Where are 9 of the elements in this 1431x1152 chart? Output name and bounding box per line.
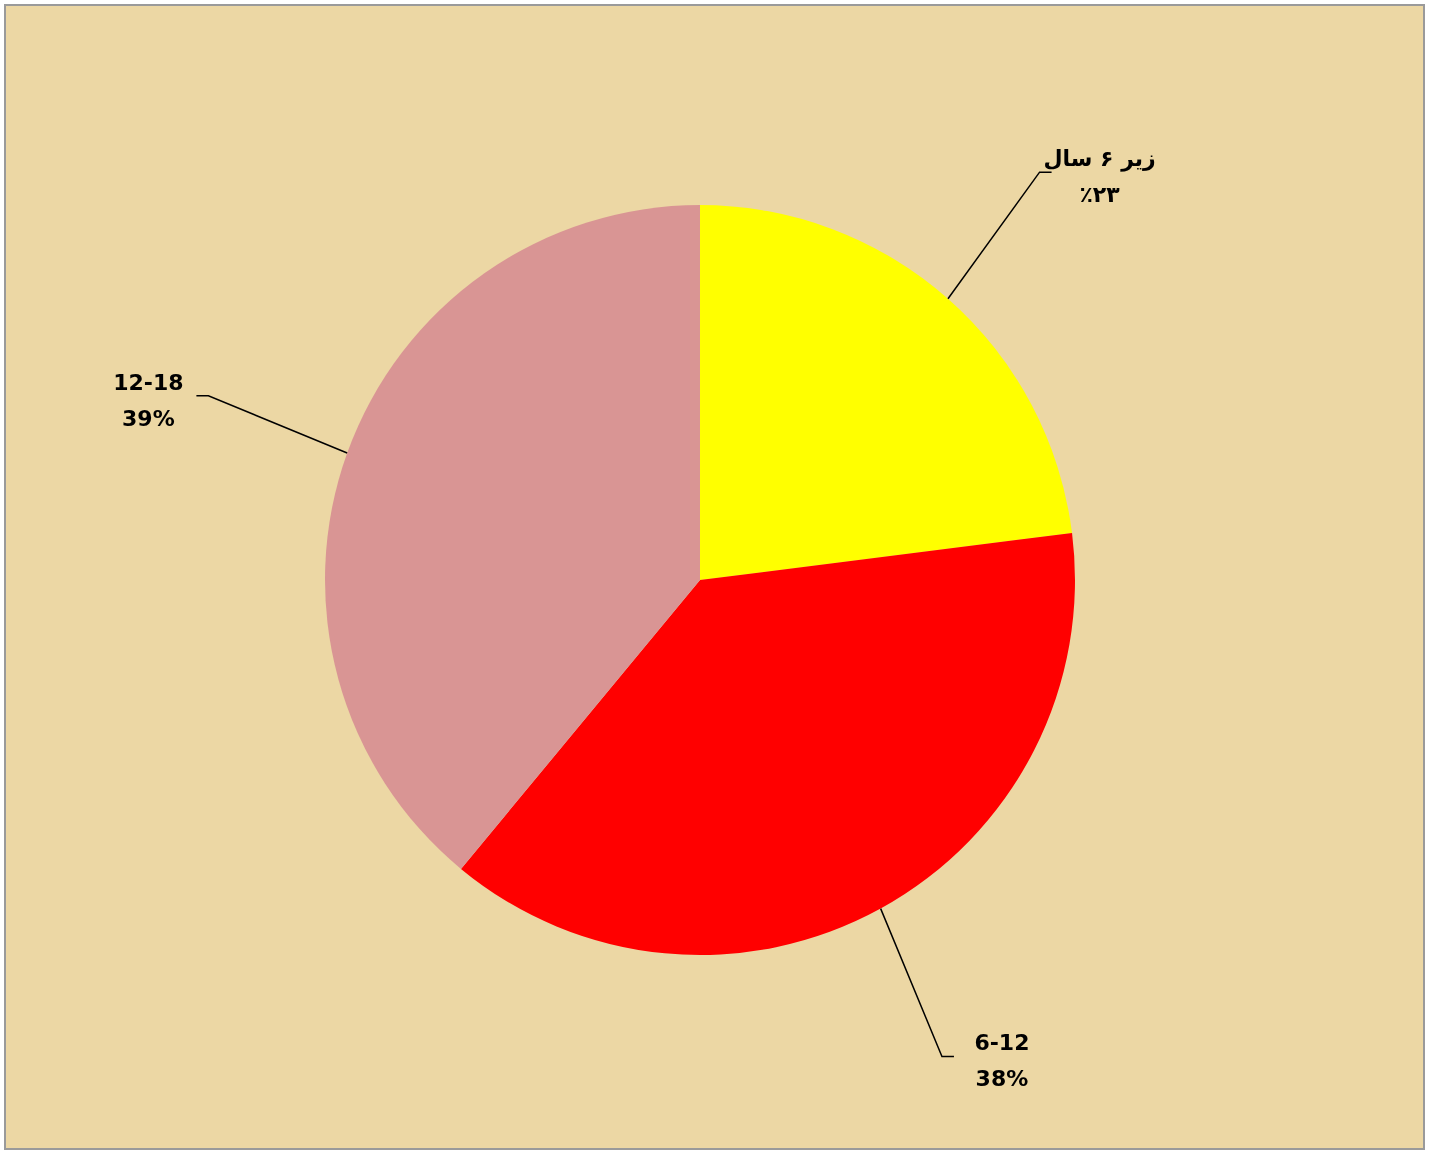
slice-label: زیر ۶ سال [1043,146,1156,173]
slice-label: 6-12 [974,1030,1030,1056]
data-label: ٪۲۳ [1079,182,1121,208]
data-label: 38% [975,1066,1029,1092]
slice-label: 12-18 [113,369,184,395]
data-label: 39% [122,405,175,431]
pie-slice [325,205,700,869]
pie-slice [460,533,1075,955]
pie-slice [700,205,1073,580]
